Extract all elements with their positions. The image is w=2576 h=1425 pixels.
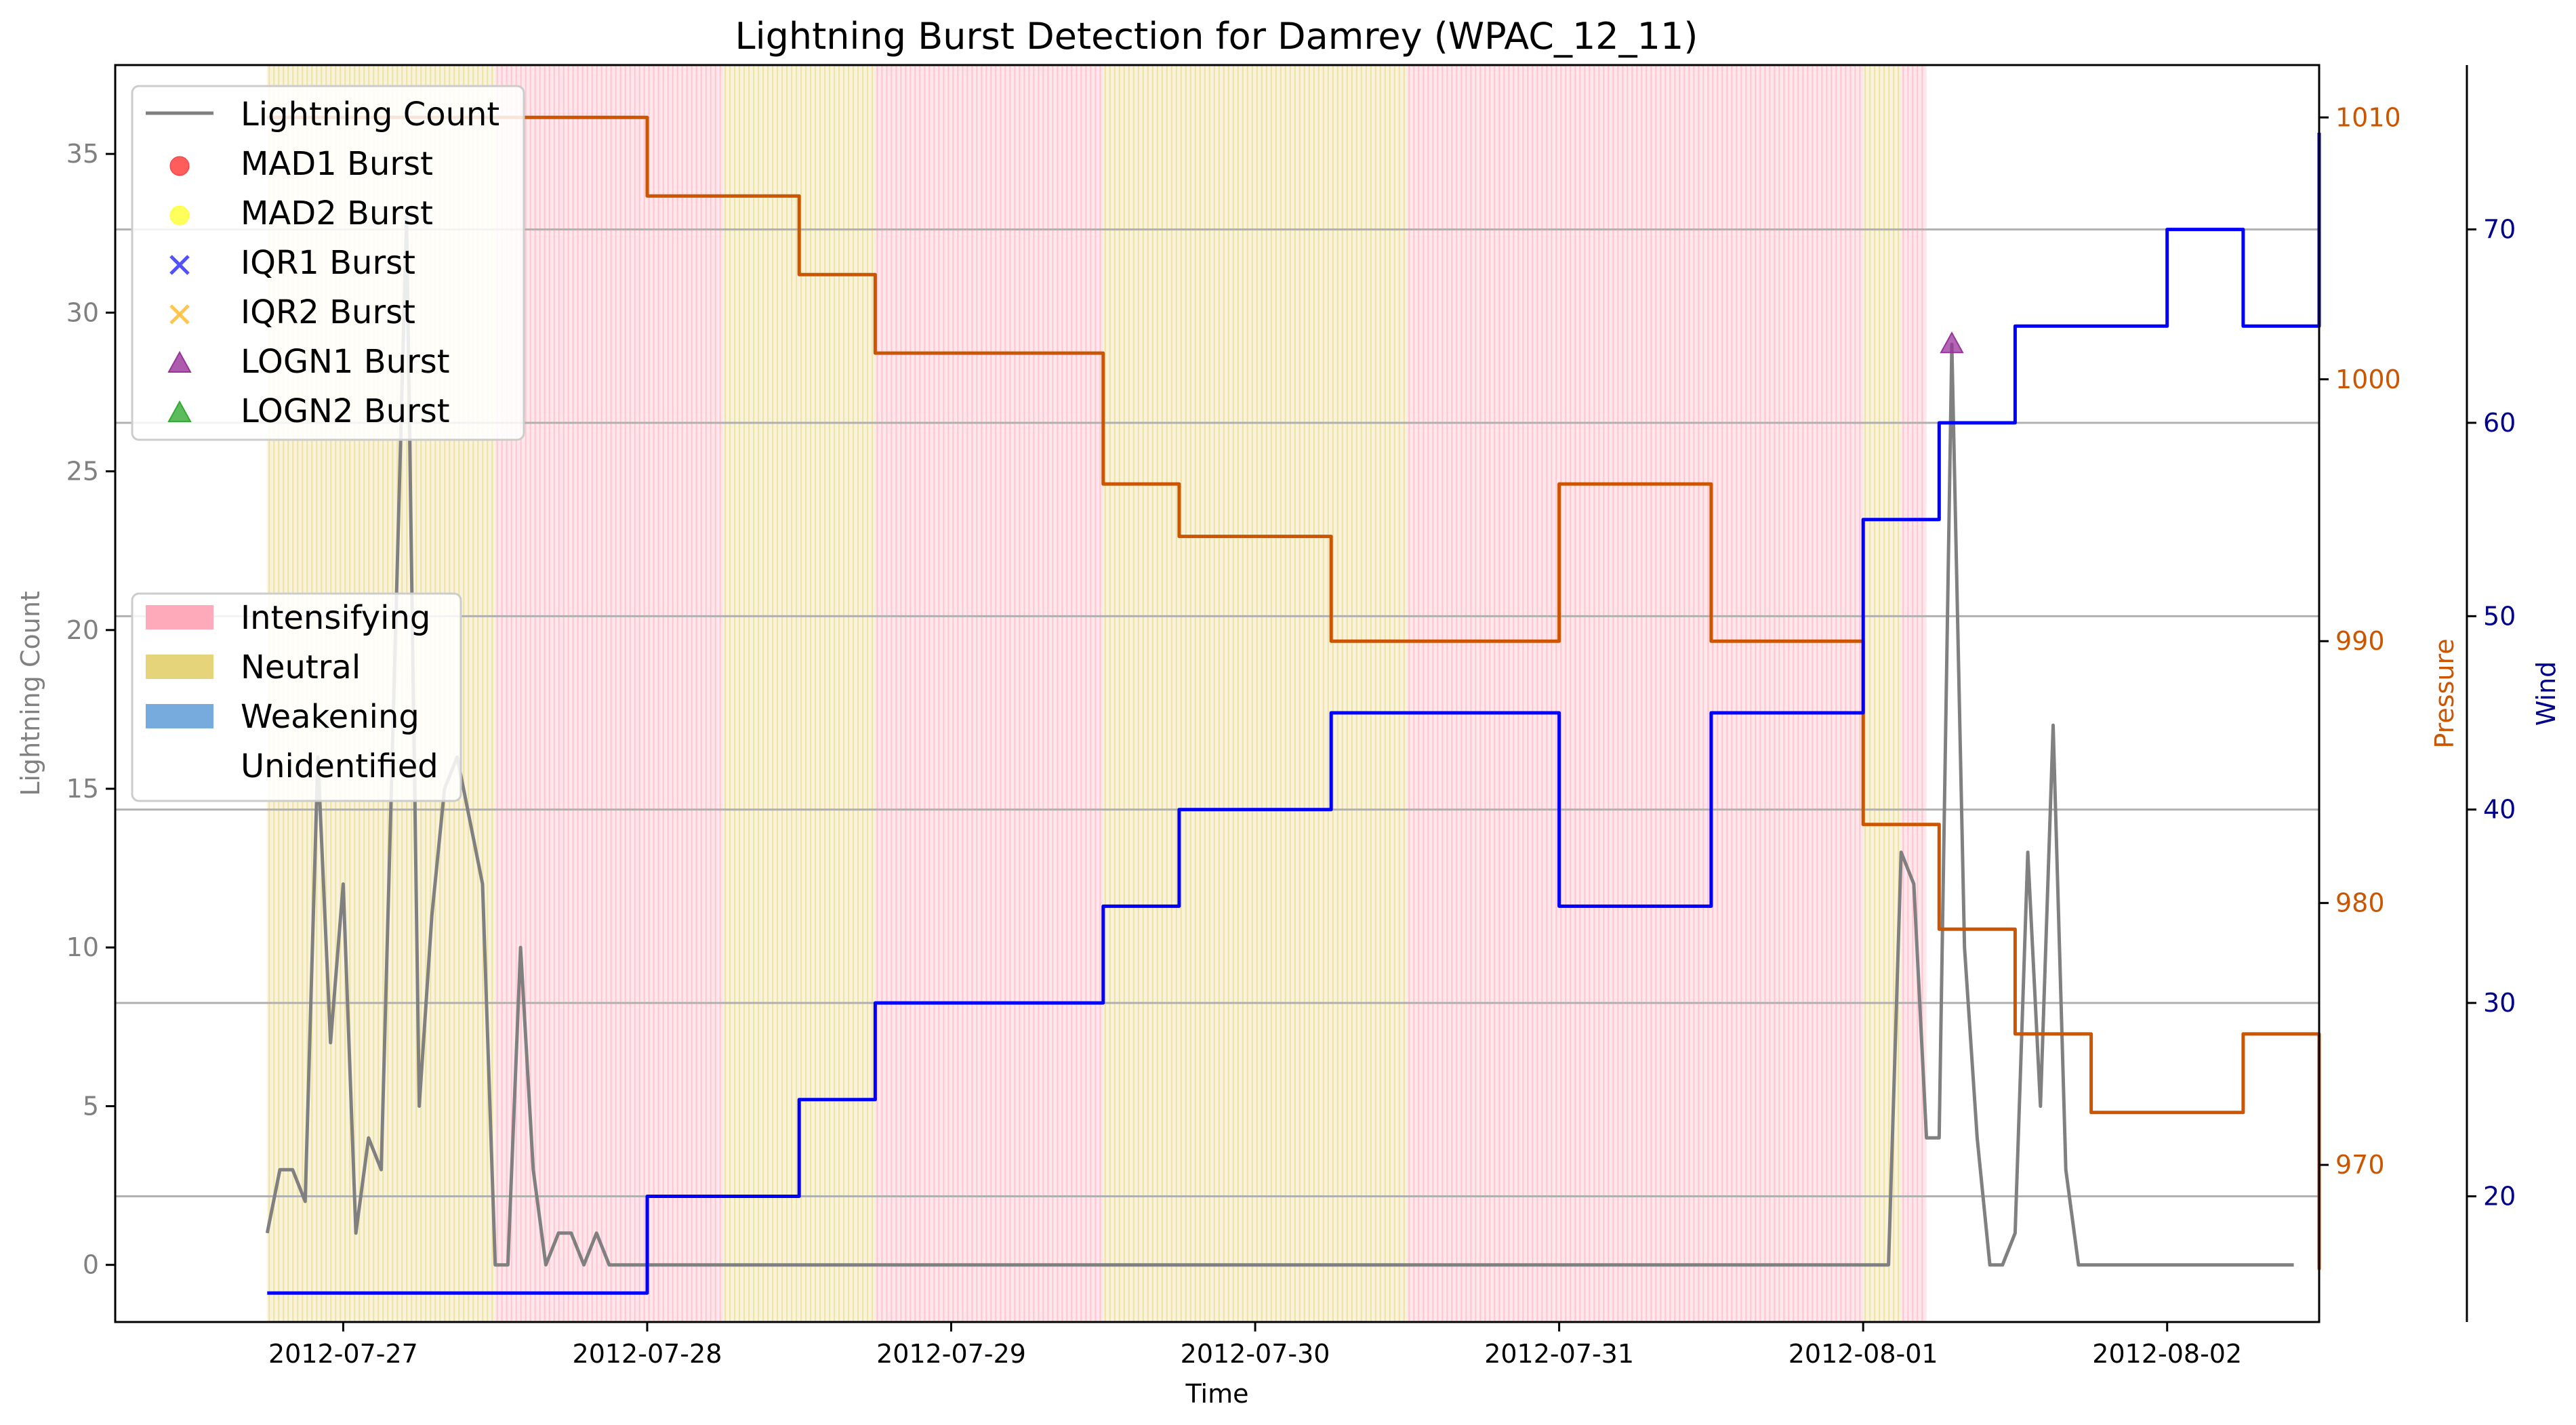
legend-phase-swatch <box>146 704 213 728</box>
legend-label: LOGN2 Burst <box>241 392 450 430</box>
axes: 2012-07-27 2012-07-28 2012-07-29 2012-07-30… <box>16 65 2561 1369</box>
legend-x-swatch <box>169 304 190 325</box>
pressure-tick-label: 990 <box>2335 626 2385 656</box>
phase-span-intensifying <box>875 65 1103 1322</box>
legends: Lightning Count MAD1 Burst MAD2 Burst IQR1 … <box>131 85 525 802</box>
legend-label: IQR1 Burst <box>241 244 415 282</box>
legend-phase-label: Intensifying <box>241 599 430 637</box>
left-tick-label: 20 <box>66 615 99 645</box>
legend-label: MAD1 Burst <box>241 145 433 183</box>
burst-markers <box>1940 331 1964 354</box>
pressure-tick-label: 1000 <box>2335 365 2401 394</box>
x-axis-label: Time <box>1185 1379 1249 1409</box>
phase-span-fill <box>875 65 1103 1322</box>
left-tick-label: 25 <box>66 457 99 487</box>
lightning-count-line <box>265 215 2294 1267</box>
phase-span-intensifying <box>495 65 724 1322</box>
legend-label: MAD2 Burst <box>241 194 433 232</box>
x-tick-label: 2012-07-28 <box>573 1339 722 1369</box>
legend-phase-swatch <box>146 655 213 679</box>
wind-tick-label: 70 <box>2483 215 2516 245</box>
legend-label: LOGN1 Burst <box>241 343 450 381</box>
x-tick-label: 2012-08-02 <box>2092 1339 2242 1369</box>
legend-phase-label: Unidentified <box>241 747 438 785</box>
x-tick-label: 2012-07-29 <box>876 1339 1026 1369</box>
chart-title: Lightning Burst Detection for Damrey (WP… <box>735 15 1698 58</box>
left-tick-label: 35 <box>66 139 99 169</box>
legend-triangle-swatch <box>167 350 192 373</box>
pressure-tick-label: 980 <box>2335 888 2385 918</box>
left-tick-label: 10 <box>66 932 99 962</box>
x-tick-label: 2012-07-31 <box>1484 1339 1634 1369</box>
phase-legend: Intensifying Neutral Weakening Unidentified <box>131 592 462 802</box>
phase-span-fill <box>1407 65 1864 1322</box>
wind-tick-label: 20 <box>2483 1182 2516 1212</box>
legend-phase-swatch <box>146 605 213 629</box>
left-tick-label: 0 <box>83 1250 99 1280</box>
phase-span-fill <box>1863 65 1902 1322</box>
x-tick-label: 2012-07-30 <box>1181 1339 1330 1369</box>
x-tick-label: 2012-07-27 <box>268 1339 418 1369</box>
left-tick-label: 5 <box>83 1091 99 1121</box>
legend-circle-swatch <box>169 205 190 226</box>
phase-span-neutral <box>1103 65 1408 1322</box>
legend-circle-swatch <box>169 156 190 176</box>
wind-tick-label: 60 <box>2483 408 2516 438</box>
legend-phase-label: Weakening <box>241 698 420 736</box>
phase-span-intensifying <box>1901 65 1927 1322</box>
marker-legend-box <box>131 85 525 441</box>
wind-line <box>267 132 2321 1295</box>
wind-tick-label: 30 <box>2483 988 2516 1018</box>
series-lines <box>265 115 2321 1295</box>
wind-tick-label: 50 <box>2483 601 2516 631</box>
pressure-line <box>267 115 2321 1270</box>
logn1-burst-marker <box>1940 331 1964 354</box>
pressure-axis-label: Pressure <box>2430 638 2459 748</box>
left-tick-label: 30 <box>66 297 99 327</box>
legend-label: Lightning Count <box>241 96 499 133</box>
phase-legend-box <box>131 592 462 802</box>
plot-frame <box>114 64 2321 1323</box>
wind-tick-label: 40 <box>2483 795 2516 825</box>
pressure-tick-label: 970 <box>2335 1150 2385 1180</box>
phase-span-neutral <box>1863 65 1902 1322</box>
legend-triangle-swatch <box>167 400 192 422</box>
left-axis-label: Lightning Count <box>16 591 45 796</box>
pressure-tick-label: 1010 <box>2335 102 2401 132</box>
wind-axis-label: Wind <box>2531 661 2561 726</box>
x-tick-label: 2012-08-01 <box>1788 1339 1938 1369</box>
legend-phase-label: Neutral <box>241 648 361 686</box>
left-tick-label: 15 <box>66 774 99 804</box>
marker-legend: Lightning Count MAD1 Burst MAD2 Burst IQR1 … <box>131 85 525 441</box>
phase-span-intensifying <box>1407 65 1864 1322</box>
phase-span-fill <box>495 65 724 1322</box>
legend-label: IQR2 Burst <box>241 293 415 331</box>
legend-x-swatch <box>169 255 190 275</box>
